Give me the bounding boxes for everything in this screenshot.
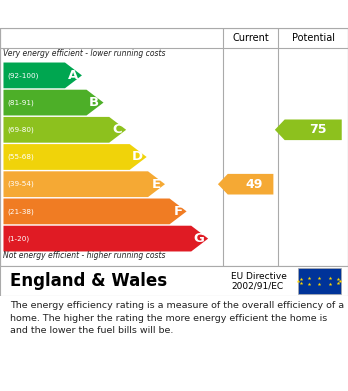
Polygon shape [3,117,126,143]
Text: EU Directive: EU Directive [231,272,287,281]
Polygon shape [3,199,187,224]
Text: (1-20): (1-20) [8,235,30,242]
Polygon shape [3,144,147,170]
Polygon shape [3,226,208,251]
Text: (81-91): (81-91) [8,99,34,106]
Text: D: D [131,151,142,163]
Text: (92-100): (92-100) [8,72,39,79]
Polygon shape [218,174,274,194]
Text: Not energy efficient - higher running costs: Not energy efficient - higher running co… [3,251,166,260]
Polygon shape [3,63,82,88]
Text: (69-80): (69-80) [8,127,34,133]
Text: Energy Efficiency Rating: Energy Efficiency Rating [10,7,213,22]
Text: G: G [193,232,204,245]
Text: Potential: Potential [292,33,335,43]
Text: Very energy efficient - lower running costs: Very energy efficient - lower running co… [3,49,166,58]
Polygon shape [3,171,165,197]
Text: 75: 75 [309,123,326,136]
Bar [298,268,341,294]
Text: 49: 49 [245,178,263,191]
Text: B: B [89,96,99,109]
Text: The energy efficiency rating is a measure of the overall efficiency of a home. T: The energy efficiency rating is a measur… [10,301,345,335]
Text: Current: Current [232,33,269,43]
Text: (21-38): (21-38) [8,208,34,215]
Polygon shape [3,90,103,115]
Text: A: A [68,69,78,82]
Text: C: C [112,123,122,136]
Text: 2002/91/EC: 2002/91/EC [231,282,284,291]
Text: England & Wales: England & Wales [10,272,168,290]
Polygon shape [275,120,342,140]
Text: (39-54): (39-54) [8,181,34,187]
Text: (55-68): (55-68) [8,154,34,160]
Text: F: F [173,205,182,218]
Text: E: E [152,178,161,191]
